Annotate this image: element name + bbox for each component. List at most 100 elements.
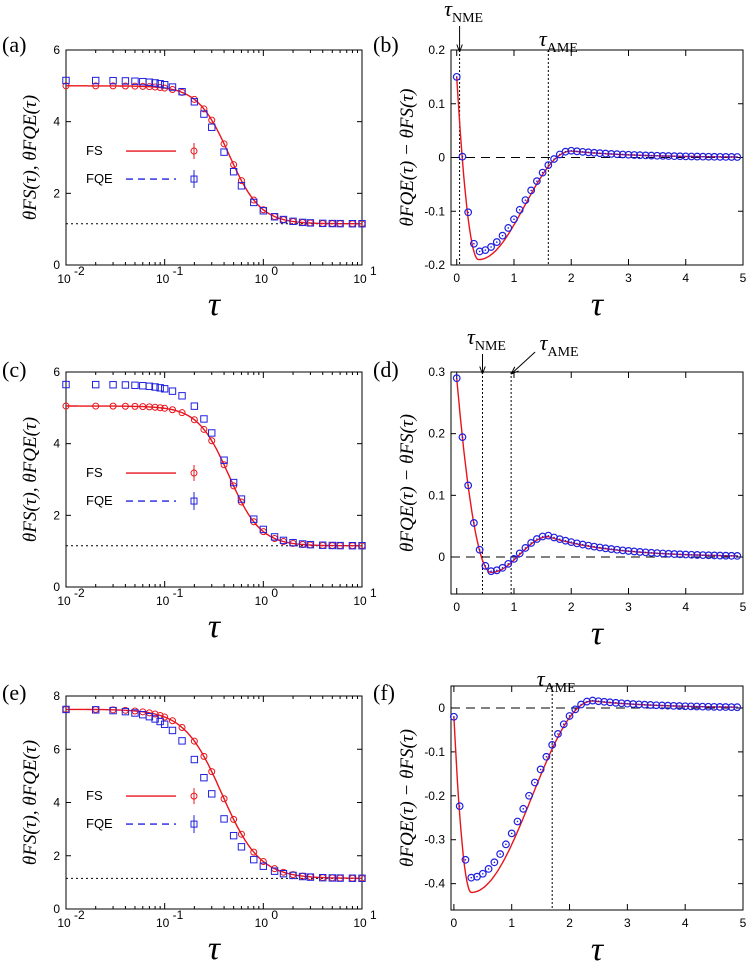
fs-point [161,713,169,721]
x-tick-label: 2 [568,600,575,614]
fs-point [109,402,117,410]
diff-point-center [610,548,613,550]
diff-point [636,548,644,556]
diff-point-center [458,805,461,807]
annotation-subscript: AME [545,681,576,696]
diff-point [487,567,495,576]
diff-point [716,551,724,560]
diff-curve [456,76,738,261]
diff-point [515,549,524,558]
fqe-point [279,215,288,224]
diff-point-center [524,547,527,549]
fqe-point [259,525,268,534]
diff-point [527,539,536,547]
diff-point [641,548,650,557]
y-tick-label: 8 [53,689,60,703]
diff-point [475,545,484,554]
diff-point-center [603,700,606,703]
fs-point [200,105,208,113]
diff-point [699,551,707,560]
legend-fqe-label: FQE [86,171,113,186]
y-tick-label: 0.1 [428,97,445,111]
diff-point-center [510,832,513,835]
diff-point [636,151,644,160]
x-axis-label: τ [591,615,605,652]
fqe-point [348,874,357,882]
diff-point [595,543,604,552]
y-tick-label: 2 [53,849,60,863]
diff-point-center [673,155,676,157]
fs-point [230,161,238,169]
diff-point-center [455,377,458,379]
diff-point-center [487,868,490,870]
fqe-point [178,392,186,400]
x-tick-label: 2 [566,916,573,930]
fqe-point [279,869,288,878]
diff-point [611,698,620,707]
diff-point-center [467,211,469,214]
diff-point-center [614,702,617,704]
diff-point [653,151,662,160]
diff-point-center [627,153,630,156]
diff-point-center [673,553,676,555]
fqe-point [289,217,297,226]
diff-point [733,552,742,560]
diff-point-center [467,484,469,487]
diff-point-center [507,227,510,229]
diff-point [652,701,661,710]
legend-fs-label: FS [86,788,103,803]
x-tick-label: 3 [625,271,632,285]
y-tick-label: 6 [53,365,60,379]
fqe-point [145,382,154,391]
fqe-point [270,213,279,221]
diff-point-center [719,706,721,708]
fqe-point [131,709,139,717]
diff-point-center [679,155,681,158]
fqe-point [328,874,336,882]
diff-point-center [581,543,584,546]
fqe-point [298,872,307,881]
x-tick-label: 10 [156,594,170,608]
fs-curve [66,708,362,879]
diff-point-center [461,436,464,438]
fs-curve [66,85,362,225]
fqe-point [109,381,117,389]
diff-curve [453,700,738,894]
diff-point-center [655,704,658,707]
x-tick-exponent: -1 [173,264,184,278]
fqe-point [190,402,199,410]
diff-point [536,765,545,774]
diff-point [607,545,616,553]
diff-point [481,246,490,254]
x-tick-label: 3 [625,600,632,614]
fqe-point [289,538,297,547]
y-tick-label: 0.2 [428,43,445,57]
diff-point-center [639,551,641,553]
fs-point [208,116,216,124]
diff-point [513,817,522,826]
diff-point-center [707,155,710,158]
diff-point-center [522,808,525,810]
x-tick-label: 2 [568,271,575,285]
diff-point [624,150,633,159]
diff-point-center [719,156,721,158]
fqe-point [121,381,130,389]
diff-point-center [626,702,629,705]
diff-point [676,550,684,559]
diff-point [607,149,616,158]
panel-b: -0.2 -0.1 0 0.1 0.2 0 1 2 3 4 5 (b) τ θFQE(τ) − θFS(τ… [373,0,747,323]
diff-point-center [730,156,733,158]
diff-point [510,215,518,224]
y-axis-label: θFS(τ), θFQE(τ) [20,95,41,220]
diff-point [658,549,667,558]
diff-point [693,152,702,161]
plot-frame [65,371,363,588]
x-tick-label: 10 [353,272,367,286]
fs-point [259,858,267,866]
diff-point-center [702,554,704,556]
diff-point-center [534,781,536,784]
diff-point-center [530,189,532,192]
diff-point [670,152,679,161]
y-tick-label: 2 [53,508,60,522]
